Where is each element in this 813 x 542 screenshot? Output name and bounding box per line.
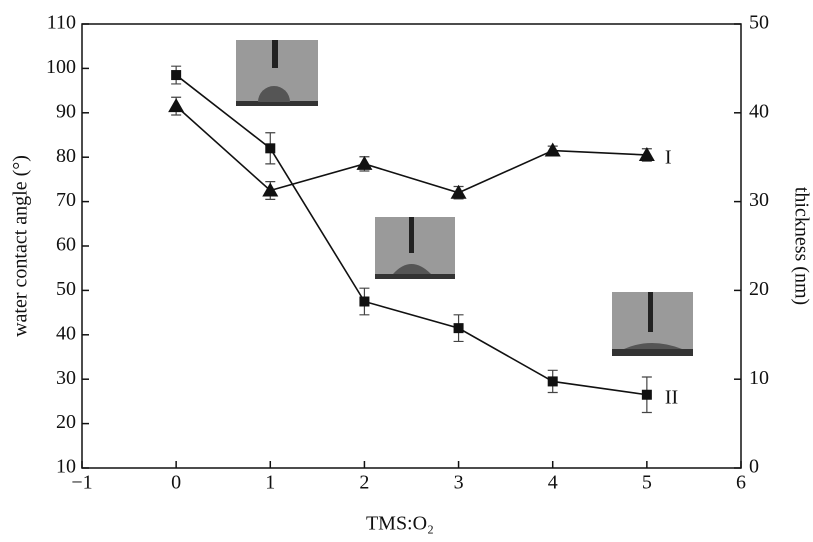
x-tick-label: 0	[171, 472, 181, 494]
series-line	[175, 105, 647, 194]
marker	[168, 98, 185, 113]
y-tick-label: 80	[56, 145, 76, 167]
marker	[359, 296, 370, 307]
x-tick-label: 1	[265, 472, 275, 494]
y-tick-label: 60	[56, 234, 76, 256]
marker	[638, 146, 655, 161]
inset-droplet-1	[236, 40, 318, 106]
marker	[641, 389, 652, 400]
y-tick-label: 30	[56, 367, 76, 389]
series-label: I	[665, 147, 672, 169]
y-tick-label: 110	[47, 12, 76, 34]
marker	[265, 143, 276, 154]
series-label: II	[665, 386, 678, 408]
y-tick-label: 70	[56, 189, 76, 211]
y2-tick-label: 10	[749, 367, 769, 389]
x-tick-label: 5	[642, 472, 652, 494]
marker	[450, 184, 467, 199]
x-tick-label: 2	[359, 472, 369, 494]
y2-tick-label: 30	[749, 189, 769, 211]
marker	[453, 323, 464, 334]
y-tick-label: 100	[46, 56, 76, 78]
marker	[544, 142, 561, 157]
y2-tick-label: 0	[749, 456, 759, 478]
y-axis-label: water contact angle (°)	[10, 155, 32, 337]
y2-axis-label: thickness (nm)	[790, 187, 812, 305]
inset-droplet-2	[375, 217, 455, 279]
y-tick-label: 50	[56, 278, 76, 300]
y2-tick-label: 50	[749, 12, 769, 34]
y-tick-label: 40	[56, 322, 76, 344]
y-tick-label: 90	[56, 100, 76, 122]
x-tick-label: 6	[736, 472, 746, 494]
x-tick-label: 3	[454, 472, 464, 494]
x-tick-label: 4	[548, 472, 558, 494]
series-line	[175, 74, 647, 396]
x-tick-label: −1	[71, 472, 92, 494]
y2-tick-label: 20	[749, 278, 769, 300]
x-axis-label: TMS:O₂	[366, 513, 434, 535]
marker	[547, 376, 558, 387]
marker	[356, 155, 373, 170]
inset-droplet-3	[612, 292, 693, 356]
marker	[262, 182, 279, 197]
y-tick-label: 10	[56, 456, 76, 478]
marker	[171, 70, 182, 81]
y-tick-label: 20	[56, 411, 76, 433]
y2-tick-label: 40	[749, 100, 769, 122]
